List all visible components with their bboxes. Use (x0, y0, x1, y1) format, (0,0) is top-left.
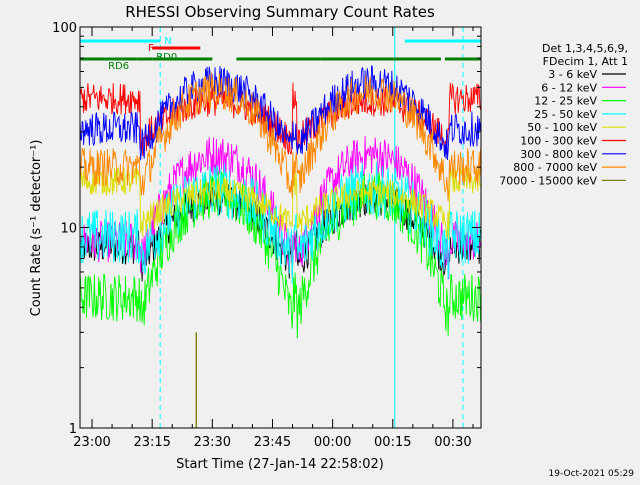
x-axis-label: Start Time (27-Jan-14 22:58:02) (176, 457, 384, 472)
flag-bar-rd0 (320, 57, 441, 61)
y-tick-label: 10 (60, 222, 77, 237)
flag-bar-rd0 (236, 57, 321, 61)
y-tick-label: 1 (69, 422, 77, 437)
flag-bar-rd0 (152, 57, 213, 61)
x-tick-label: 23:30 (194, 435, 231, 450)
y-axis-label: Count Rate (s⁻¹ detector⁻¹) (29, 140, 44, 317)
flag-label-flare: F (148, 43, 154, 54)
legend-header-line: FDecim 1, Att 1 (543, 55, 628, 68)
legend-entry-label: 100 - 300 keV (520, 135, 597, 148)
flag-bar-flare (152, 46, 201, 50)
x-tick-label: 23:45 (254, 435, 291, 450)
flag-bar-rd6 (136, 57, 153, 61)
flag-label-rd0: RD0 (156, 52, 177, 63)
legend-entry-label: 25 - 50 keV (534, 108, 597, 121)
flag-label-rd6: RD6 (108, 61, 129, 72)
x-tick-label: 00:00 (314, 435, 351, 450)
flag-bar-rd6 (80, 57, 137, 61)
legend-entry-label: 6 - 12 keV (541, 81, 597, 94)
x-tick-label: 23:00 (73, 435, 110, 450)
series-line-5 (79, 166, 482, 240)
legend-entry-label: 12 - 25 keV (534, 95, 597, 108)
x-tick-label: 00:15 (374, 435, 411, 450)
legend-header-line: Det 1,3,4,5,6,9, (542, 42, 628, 55)
legend-entry-label: 300 - 800 keV (520, 148, 597, 161)
series-line-7 (79, 65, 482, 161)
flag-bar-night (404, 39, 481, 43)
series-line-1 (79, 181, 482, 282)
legend-entry-label: 50 - 100 keV (527, 121, 597, 134)
legend-entry-label: 800 - 7000 keV (513, 161, 597, 174)
flag-label-night: N (164, 36, 171, 47)
legend-entry-label: 7000 - 15000 keV (499, 174, 597, 187)
flag-bar-rd0 (444, 57, 481, 61)
x-tick-label: 00:30 (434, 435, 471, 450)
legend-entry-label: 3 - 6 keV (548, 68, 597, 81)
legend: Det 1,3,4,5,6,9,FDecim 1, Att 13 - 6 keV… (499, 42, 628, 187)
footer-date: 19-Oct-2021 05:29 (549, 469, 635, 479)
y-tick-label: 100 (52, 21, 77, 36)
series-line-8 (79, 72, 482, 202)
flag-bar-night (80, 39, 161, 43)
x-tick-label: 23:15 (133, 435, 170, 450)
chart-title: RHESSI Observing Summary Count Rates (125, 3, 435, 21)
